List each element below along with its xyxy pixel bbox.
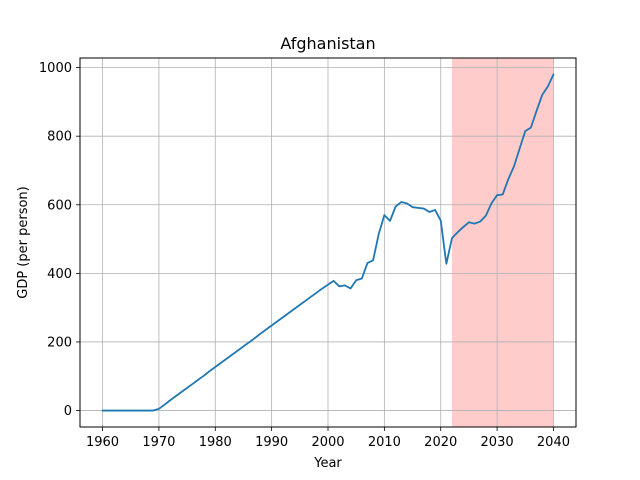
chart-title: Afghanistan (280, 34, 375, 53)
x-tick-label: 1990 (255, 435, 288, 450)
series-lines (101, 73, 555, 412)
y-tick-label: 1000 (39, 61, 72, 76)
x-tick-label: 2020 (424, 435, 457, 450)
y-tick-label: 200 (47, 335, 72, 350)
y-tick-label: 800 (47, 130, 72, 145)
x-tick-label: 1980 (199, 435, 232, 450)
forecast-shading (452, 58, 554, 427)
forecast-region (452, 58, 554, 427)
x-axis-label: Year (313, 456, 342, 471)
x-tick-label: 2000 (311, 435, 344, 450)
gdp-series-line (101, 73, 555, 412)
x-tick-label: 1970 (142, 435, 175, 450)
y-tick-label: 0 (64, 404, 72, 419)
x-tick-label: 2010 (368, 435, 401, 450)
axis-ticks: 1960 1970 1980 1990 2000 2010 2020 2030 2040 0 200… (39, 61, 570, 450)
x-tick-label: 2030 (481, 435, 514, 450)
x-tick-label: 1960 (86, 435, 119, 450)
gridlines (80, 58, 576, 427)
x-tick-label: 2040 (537, 435, 570, 450)
y-axis-label: GDP (per person) (16, 186, 31, 299)
y-tick-label: 400 (47, 267, 72, 282)
y-tick-label: 600 (47, 198, 72, 213)
